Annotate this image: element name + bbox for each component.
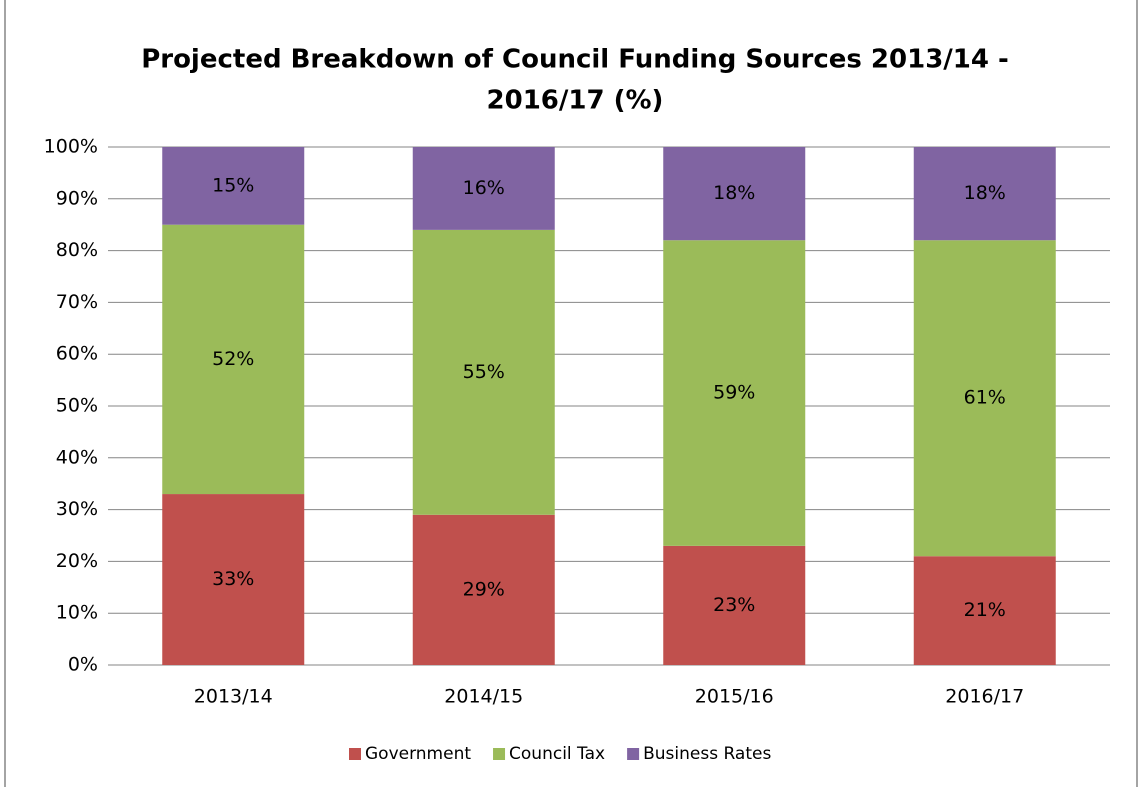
bar-segment bbox=[663, 545, 806, 665]
bar-segment bbox=[162, 224, 305, 495]
y-tick-label: 50% bbox=[56, 395, 98, 417]
x-tick-label: 2016/17 bbox=[945, 686, 1024, 708]
y-tick-label: 60% bbox=[56, 343, 98, 365]
x-tick-label: 2014/15 bbox=[444, 686, 523, 708]
data-label: 55% bbox=[463, 361, 505, 383]
data-label: 15% bbox=[212, 174, 254, 196]
data-label: 21% bbox=[964, 599, 1006, 621]
chart-title: 2016/17 (%) bbox=[487, 86, 664, 116]
data-label: 18% bbox=[713, 182, 755, 204]
y-tick-label: 100% bbox=[44, 136, 98, 158]
data-label: 59% bbox=[713, 382, 755, 404]
bar-segment bbox=[412, 514, 555, 665]
y-tick-label: 30% bbox=[56, 498, 98, 520]
bar-segment bbox=[162, 147, 305, 225]
bar-segment bbox=[913, 556, 1056, 665]
y-tick-label: 40% bbox=[56, 446, 98, 468]
y-tick-label: 0% bbox=[68, 654, 98, 676]
bar-segment bbox=[663, 240, 806, 546]
data-label: 52% bbox=[212, 348, 254, 370]
bar-segment bbox=[913, 147, 1056, 241]
x-tick-label: 2013/14 bbox=[194, 686, 273, 708]
bar-segment bbox=[913, 240, 1056, 557]
chart-title: Projected Breakdown of Council Funding S… bbox=[141, 45, 1009, 75]
bar-segment bbox=[663, 147, 806, 241]
y-tick-label: 10% bbox=[56, 602, 98, 624]
bar-segment bbox=[162, 494, 305, 665]
data-label: 33% bbox=[212, 568, 254, 590]
data-label: 29% bbox=[463, 578, 505, 600]
data-label: 23% bbox=[713, 594, 755, 616]
legend-label: Government bbox=[365, 744, 471, 764]
y-tick-label: 90% bbox=[56, 187, 98, 209]
legend-swatch bbox=[493, 748, 506, 760]
data-label: 61% bbox=[964, 387, 1006, 409]
y-tick-label: 70% bbox=[56, 291, 98, 313]
data-label: 16% bbox=[463, 177, 505, 199]
y-tick-label: 20% bbox=[56, 550, 98, 572]
legend-label: Council Tax bbox=[509, 744, 605, 764]
bar-segment bbox=[412, 229, 555, 515]
data-label: 18% bbox=[964, 182, 1006, 204]
legend-label: Business Rates bbox=[643, 744, 771, 764]
legend-swatch bbox=[627, 748, 640, 760]
x-tick-label: 2015/16 bbox=[695, 686, 774, 708]
bar-segment bbox=[412, 147, 555, 230]
legend-swatch bbox=[349, 748, 361, 760]
y-tick-label: 80% bbox=[56, 239, 98, 261]
